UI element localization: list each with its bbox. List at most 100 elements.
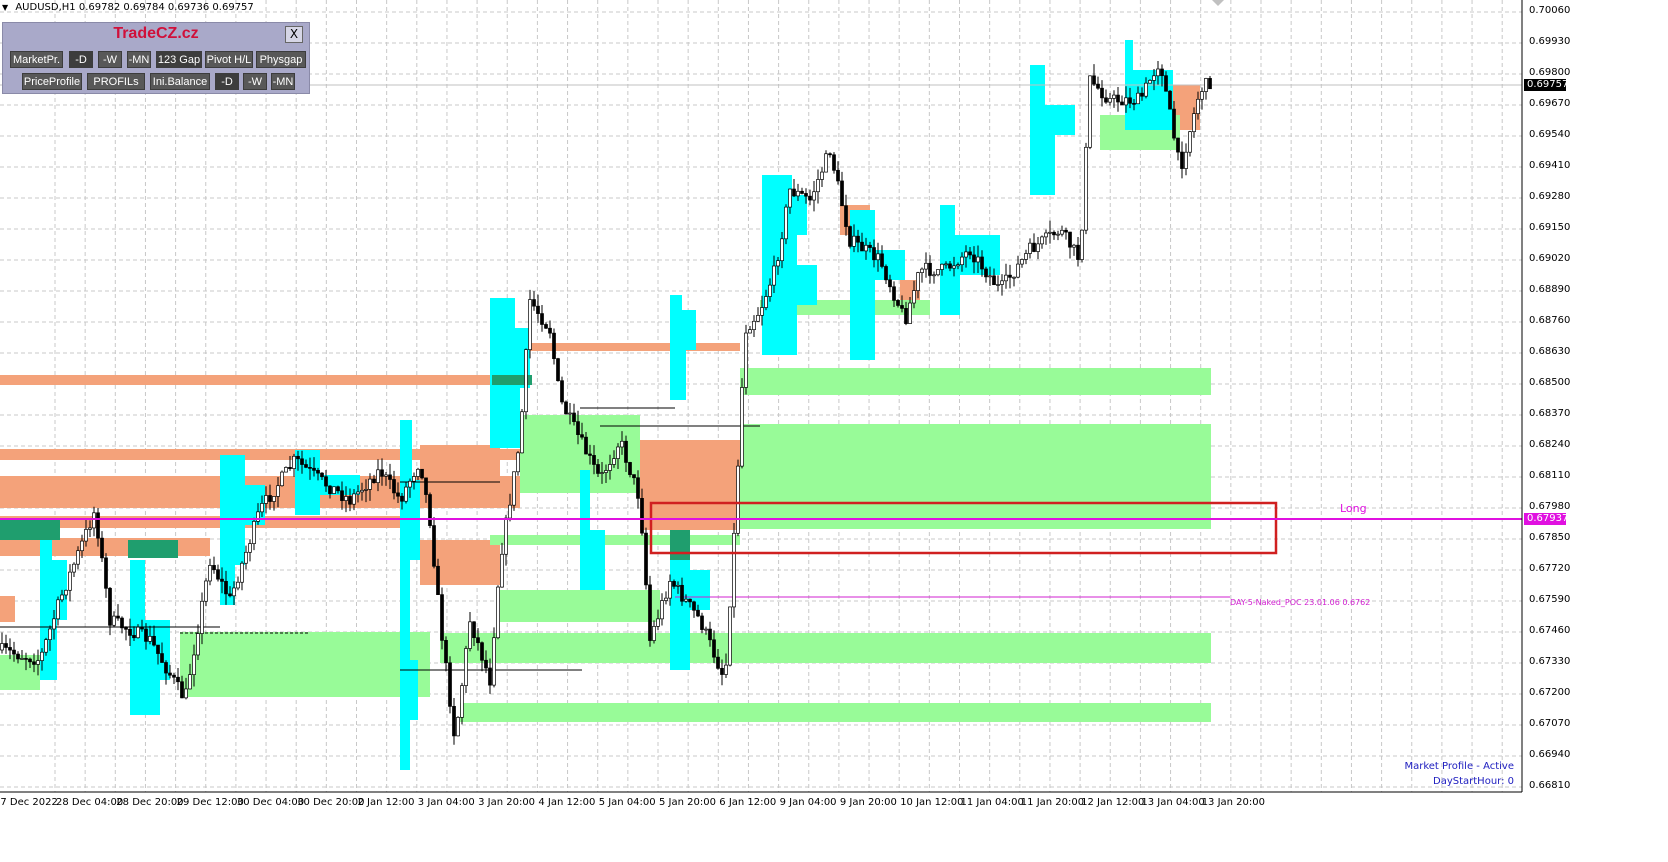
poc-block: [0, 520, 60, 540]
candle-body: [1112, 94, 1116, 99]
orange-band: [420, 445, 500, 500]
candle-body: [292, 455, 296, 469]
candle-body: [852, 235, 856, 247]
profils-button[interactable]: PROFILs: [87, 73, 145, 90]
candle-body: [1016, 263, 1020, 278]
marketpr-month-button[interactable]: -MN: [127, 51, 151, 68]
marketpr-week-button[interactable]: -W: [98, 51, 122, 68]
volume-profile: [1030, 65, 1075, 195]
candle-body: [1064, 229, 1068, 233]
candle-body: [0, 643, 4, 651]
long-label: Long: [1340, 502, 1367, 515]
gap-123-button[interactable]: 123 Gap: [156, 51, 202, 68]
candle-body: [352, 493, 356, 505]
candle-body: [1100, 87, 1104, 99]
candle-body: [812, 191, 816, 201]
candle-body: [100, 537, 104, 559]
candle-body: [16, 653, 20, 660]
candle-body: [700, 615, 704, 630]
candle-body: [864, 244, 868, 252]
candle-body: [704, 628, 708, 631]
candle-body: [12, 649, 16, 655]
price-tick-label: 0.68110: [1529, 470, 1571, 481]
candle-body: [412, 476, 416, 482]
physgap-button[interactable]: Physgap: [256, 51, 306, 68]
candle-body: [296, 455, 300, 460]
time-tick-label: 28 Dec 04:00: [56, 797, 124, 808]
candle-body: [216, 569, 220, 580]
candle-body: [1092, 75, 1096, 85]
ib-day-button[interactable]: -D: [215, 73, 239, 90]
candle-body: [492, 637, 496, 686]
time-tick-label: 9 Jan 20:00: [839, 797, 897, 808]
candle-body: [800, 190, 804, 194]
candle-body: [720, 667, 724, 675]
candle-body: [440, 594, 444, 641]
price-tick-label: 0.67590: [1529, 594, 1571, 605]
candle-body: [1000, 280, 1004, 285]
candle-body: [856, 235, 860, 243]
candle-body: [260, 503, 264, 513]
ib-week-button[interactable]: -W: [243, 73, 267, 90]
candle-body: [1096, 83, 1100, 89]
marketpr-button[interactable]: MarketPr.: [10, 51, 63, 68]
close-panel-button[interactable]: X: [285, 26, 303, 43]
candle-body: [116, 615, 120, 619]
price-tick-label: 0.67980: [1529, 501, 1571, 512]
priceprofile-button[interactable]: PriceProfile: [22, 73, 82, 90]
candle-body: [448, 662, 452, 707]
candle-body: [1060, 229, 1064, 235]
candle-body: [372, 478, 376, 484]
candle-body: [860, 241, 864, 252]
candle-body: [1068, 231, 1072, 248]
candle-body: [1180, 151, 1184, 169]
marketpr-day-button[interactable]: -D: [69, 51, 93, 68]
candle-body: [136, 626, 140, 639]
highlight-box[interactable]: [649, 501, 1278, 555]
candle-body: [1132, 102, 1136, 105]
price-tick-label: 0.67850: [1529, 532, 1571, 543]
price-tick-label: 0.66810: [1529, 780, 1571, 791]
ib-month-button[interactable]: -MN: [271, 73, 295, 90]
candle-body: [104, 557, 108, 589]
candle-body: [168, 672, 172, 676]
candle-body: [516, 452, 520, 473]
orange-band: [0, 516, 420, 528]
candle-body: [1076, 244, 1080, 260]
candle-body: [164, 662, 168, 674]
time-tick-label: 30 Dec 20:00: [297, 797, 365, 808]
candle-body: [664, 597, 668, 601]
candle-body: [364, 489, 368, 491]
candle-body: [1116, 94, 1120, 103]
volume-profile: [762, 175, 817, 355]
dropdown-triangle-icon[interactable]: ▼: [2, 3, 9, 12]
shift-marker-icon[interactable]: [1212, 0, 1224, 6]
candle-body: [1028, 242, 1032, 254]
candle-body: [468, 621, 472, 649]
candle-body: [960, 256, 964, 266]
candle-body: [244, 551, 248, 564]
candle-body: [28, 658, 32, 663]
candle-body: [588, 453, 592, 456]
candle-body: [92, 512, 96, 529]
candle-body: [524, 349, 528, 413]
ini-balance-button[interactable]: Ini.Balance: [150, 73, 210, 90]
green-band: [180, 632, 430, 697]
candle-body: [1172, 108, 1176, 139]
candle-body: [656, 618, 660, 627]
candle-body: [80, 540, 84, 552]
candle-body: [148, 635, 152, 642]
pivot-hl-button[interactable]: Pivot H/L: [205, 51, 253, 68]
candle-body: [1072, 244, 1076, 248]
candle-body: [460, 685, 464, 718]
candle-body: [556, 358, 560, 382]
time-tick-label: 13 Jan 04:00: [1141, 797, 1205, 808]
candle-body: [912, 290, 916, 304]
candle-body: [1104, 97, 1108, 103]
time-tick-label: 3 Jan 04:00: [417, 797, 475, 808]
candle-body: [400, 495, 404, 502]
poc-block: [128, 540, 178, 558]
candle-body: [472, 621, 476, 639]
candle-body: [184, 688, 188, 699]
